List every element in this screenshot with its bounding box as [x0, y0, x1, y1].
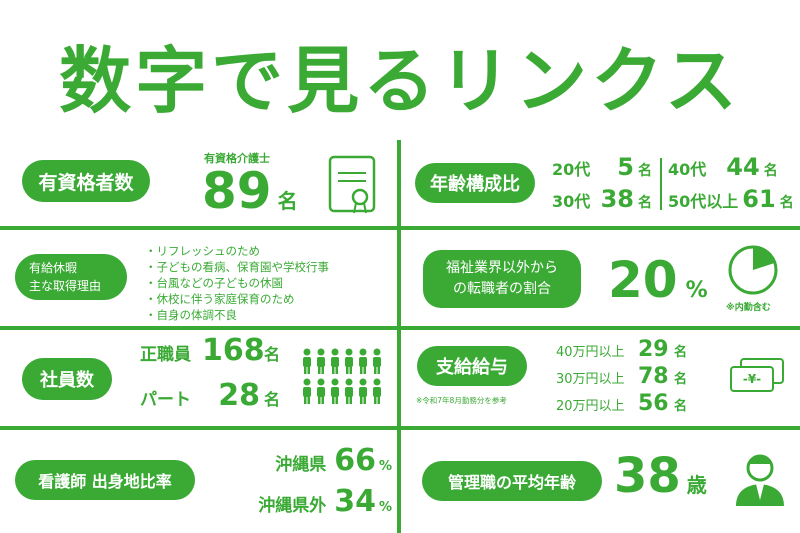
age-unit: 名 — [638, 163, 652, 179]
list-item: ・リフレッシュのため — [145, 244, 260, 258]
list-item: ・休校に伴う家庭保育のため — [145, 292, 295, 306]
salary-unit: 名 — [674, 399, 688, 414]
origin-unit: % — [378, 500, 392, 515]
person-icon — [373, 378, 381, 404]
salary-range: 40万円以上 — [556, 345, 625, 360]
person-icon — [345, 348, 353, 374]
qualified-value: 89 — [202, 162, 272, 220]
manager-label: 管理職の平均年齢 — [422, 461, 602, 501]
age-30s-value: 38 — [600, 185, 634, 213]
list-item: ・自身の体調不良 — [145, 308, 237, 322]
age-30s: 30代 — [552, 192, 591, 211]
businessman-icon — [736, 454, 784, 506]
origin-label: 看護師 出身地比率 — [15, 460, 195, 500]
person-icon — [359, 378, 367, 404]
people-icon — [303, 348, 381, 404]
leave-label-line2: 主な取得理由 — [29, 279, 102, 293]
staff-unit: 名 — [264, 345, 281, 364]
salary-unit: 名 — [674, 372, 688, 387]
pie-icon — [728, 245, 778, 295]
age-unit: 名 — [638, 195, 652, 211]
person-icon — [303, 378, 311, 404]
qualified-unit: 名 — [277, 189, 298, 213]
age-20s: 20代 — [552, 160, 591, 179]
salary-label: 支給給与 — [417, 346, 527, 386]
person-icon — [331, 378, 339, 404]
age-unit: 名 — [763, 163, 778, 179]
person-icon — [303, 348, 311, 374]
list-item: ・子どもの看病、保育園や学校行事 — [145, 260, 329, 274]
career-unit: % — [685, 278, 708, 303]
salary-note: ※令和7年8月勤務分を参考 — [416, 396, 507, 405]
career-note: ※内勤含む — [726, 303, 771, 313]
salary-value: 56 — [638, 391, 669, 416]
staff-unit: 名 — [264, 390, 281, 409]
qualified-sub: 有資格介護士 — [204, 152, 270, 165]
salary-value: 78 — [638, 364, 669, 389]
staff-label: 社員数 — [22, 358, 112, 400]
yen-symbol: -¥- — [730, 366, 774, 392]
origin-outside-value: 34 — [334, 484, 376, 519]
leave-label-line1: 有給休暇 — [29, 261, 78, 275]
qualified-label: 有資格者数 — [22, 160, 150, 202]
age-50s-value: 61 — [742, 185, 776, 213]
salary-value: 29 — [638, 337, 669, 362]
origin-outside: 沖縄県外 — [258, 496, 327, 516]
salary-range: 20万円以上 — [556, 399, 625, 414]
age-40s: 40代 — [668, 160, 707, 179]
yen-bill-icon: -¥- — [730, 358, 786, 394]
age-50s: 50代以上 — [668, 192, 739, 211]
person-icon — [317, 378, 325, 404]
age-40s-value: 44 — [726, 153, 760, 181]
career-label: 福祉業界以外から の転職者の割合 — [423, 250, 581, 308]
origin-unit: % — [378, 459, 392, 474]
origin-okinawa-value: 66 — [334, 443, 376, 478]
salary-range: 30万円以上 — [556, 372, 625, 387]
person-icon — [373, 348, 381, 374]
manager-value: 38 — [614, 448, 681, 504]
staff-fulltime-value: 168 — [202, 333, 265, 368]
salary-unit: 名 — [674, 345, 688, 360]
certificate-icon — [328, 155, 376, 214]
career-label-line1: 福祉業界以外から — [446, 260, 558, 276]
leave-reasons: ・リフレッシュのため ・子どもの看病、保育園や学校行事 ・台風などの子どもの休園… — [145, 243, 329, 323]
career-label-line2: の転職者の割合 — [453, 281, 551, 297]
staff-fulltime: 正職員 — [140, 345, 191, 365]
staff-parttime: パート — [140, 390, 191, 410]
list-item: ・台風などの子どもの休園 — [145, 276, 283, 290]
age-unit: 名 — [779, 195, 794, 211]
manager-unit: 歳 — [686, 473, 707, 497]
page-title: 数字で見るリンクス — [59, 39, 741, 123]
career-value: 20 — [608, 251, 678, 309]
age-label: 年齢構成比 — [415, 163, 535, 203]
person-icon — [317, 348, 325, 374]
staff-parttime-value: 28 — [218, 378, 260, 413]
age-separator — [660, 158, 662, 210]
age-20s-value: 5 — [617, 153, 634, 181]
divider — [397, 140, 401, 533]
leave-label: 有給休暇主な取得理由 — [15, 254, 127, 300]
person-icon — [345, 378, 353, 404]
person-icon — [359, 348, 367, 374]
person-icon — [331, 348, 339, 374]
origin-okinawa: 沖縄県 — [275, 455, 327, 475]
